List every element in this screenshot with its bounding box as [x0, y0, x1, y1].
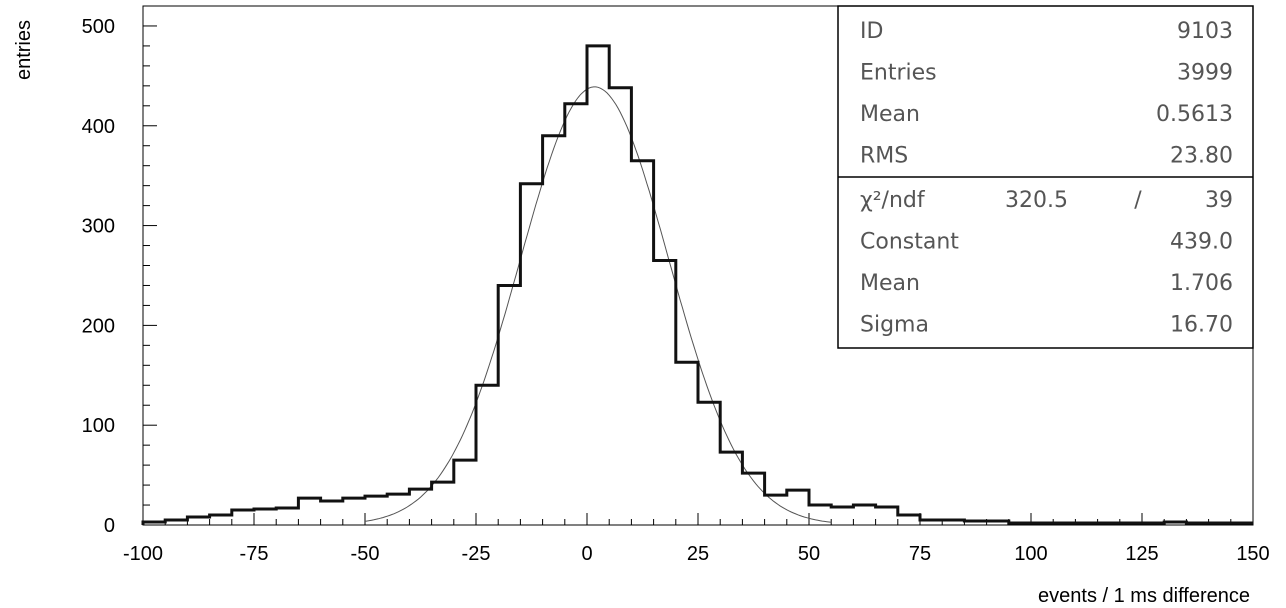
histogram-bin [143, 522, 165, 525]
chi2-value: 320.5 [1005, 188, 1068, 213]
x-tick-label: -50 [351, 543, 380, 565]
gaussian-fit [364, 86, 832, 523]
x-axis-title: events / 1 ms difference [1038, 585, 1250, 607]
histogram-bin [432, 482, 454, 525]
x-tick-label: 150 [1236, 543, 1269, 565]
stats-value: 0.5613 [1156, 102, 1233, 127]
y-tick-label: 300 [82, 216, 115, 238]
histogram-bin [543, 136, 565, 525]
histogram-bin [1075, 523, 1097, 525]
histogram-bin [1120, 523, 1142, 525]
x-tick-label: 75 [909, 543, 931, 565]
chi2-separator: / [1134, 188, 1142, 213]
x-tick-label: 100 [1014, 543, 1047, 565]
histogram-bin [210, 515, 232, 525]
y-tick-label: 400 [82, 116, 115, 138]
histogram-bin [942, 520, 964, 525]
x-tick-label: -75 [240, 543, 269, 565]
fit-param-value: 1.706 [1170, 271, 1233, 296]
fit-param-value: 439.0 [1170, 230, 1233, 255]
histogram-bin [654, 261, 676, 525]
y-tick-label: 500 [82, 16, 115, 38]
histogram-bin [609, 88, 631, 525]
histogram-bin [454, 460, 476, 525]
histogram-bin [187, 517, 209, 525]
stats-label: Entries [860, 61, 937, 86]
fit-param-label: Constant [860, 230, 959, 255]
histogram-bin [964, 521, 986, 525]
histogram-bin [1053, 523, 1075, 525]
stats-label: ID [860, 19, 883, 44]
histogram-bin [276, 508, 298, 525]
histogram-outline [141, 44, 1253, 525]
histogram-bin [476, 385, 498, 525]
chi2-ndf-label: χ²/ndf [860, 188, 926, 213]
histogram-bin [876, 507, 898, 525]
histogram-bin [321, 501, 343, 525]
histogram-bin [254, 509, 276, 525]
histogram-bin [409, 489, 431, 525]
histogram-bin [898, 515, 920, 525]
histogram-bin [1209, 523, 1231, 525]
histogram-bin [987, 521, 1009, 525]
y-tick-label: 100 [82, 415, 115, 437]
histogram-bin [787, 490, 809, 525]
x-tick-label: 25 [687, 543, 709, 565]
x-tick-label: -100 [123, 543, 163, 565]
x-tick-label: -25 [462, 543, 491, 565]
x-tick-label: 0 [581, 543, 592, 565]
histogram-bin [587, 46, 609, 525]
stats-label: Mean [860, 102, 920, 127]
histogram-bin [831, 507, 853, 525]
histogram-bin [298, 498, 320, 525]
stats-value: 23.80 [1170, 144, 1233, 169]
fit-param-value: 16.70 [1170, 313, 1233, 338]
fit-param-label: Mean [860, 271, 920, 296]
histogram-bin [365, 496, 387, 525]
fit-curve [364, 86, 832, 523]
histogram-bins [141, 44, 1253, 525]
y-tick-label: 200 [82, 315, 115, 337]
stats-value: 3999 [1177, 61, 1233, 86]
histogram-bin [520, 184, 542, 525]
histogram-bin [631, 161, 653, 525]
histogram-bin [232, 510, 254, 525]
ndf-value: 39 [1205, 188, 1233, 213]
histogram-bin [765, 495, 787, 525]
histogram-bin [343, 498, 365, 525]
histogram-bin [1009, 523, 1031, 525]
histogram-bin [853, 505, 875, 525]
histogram-bin [387, 494, 409, 525]
histogram-bin [809, 505, 831, 525]
histogram-bin [1031, 523, 1053, 525]
fit-param-label: Sigma [860, 313, 929, 338]
histogram-bin [165, 520, 187, 525]
histogram-bin [565, 104, 587, 525]
histogram-bin [498, 285, 520, 525]
histogram-bin [676, 362, 698, 525]
histogram-bin [1186, 523, 1208, 525]
histogram-bin [1098, 523, 1120, 525]
x-tick-label: 125 [1125, 543, 1158, 565]
histogram-bin [1231, 523, 1253, 525]
x-tick-label: 50 [798, 543, 820, 565]
histogram-bin [742, 473, 764, 525]
histogram-bin [920, 520, 942, 525]
y-axis-title: entries [13, 20, 35, 80]
stats-box: ID 9103 Entries 3999 Mean 0.5613 RMS 23.80 χ²/nd… [837, 5, 1254, 349]
y-tick-label: 0 [104, 515, 115, 537]
histogram-bin [720, 452, 742, 525]
histogram-bin [698, 402, 720, 525]
stats-label: RMS [860, 144, 908, 169]
histogram-bin [1142, 523, 1164, 525]
stats-value: 9103 [1177, 19, 1233, 44]
axis-ticks: -100 -75 -50 -25 0 25 50 75 100 125 150 0 100 200 300 4… [82, 5, 1270, 565]
histogram-bin [1164, 522, 1186, 525]
